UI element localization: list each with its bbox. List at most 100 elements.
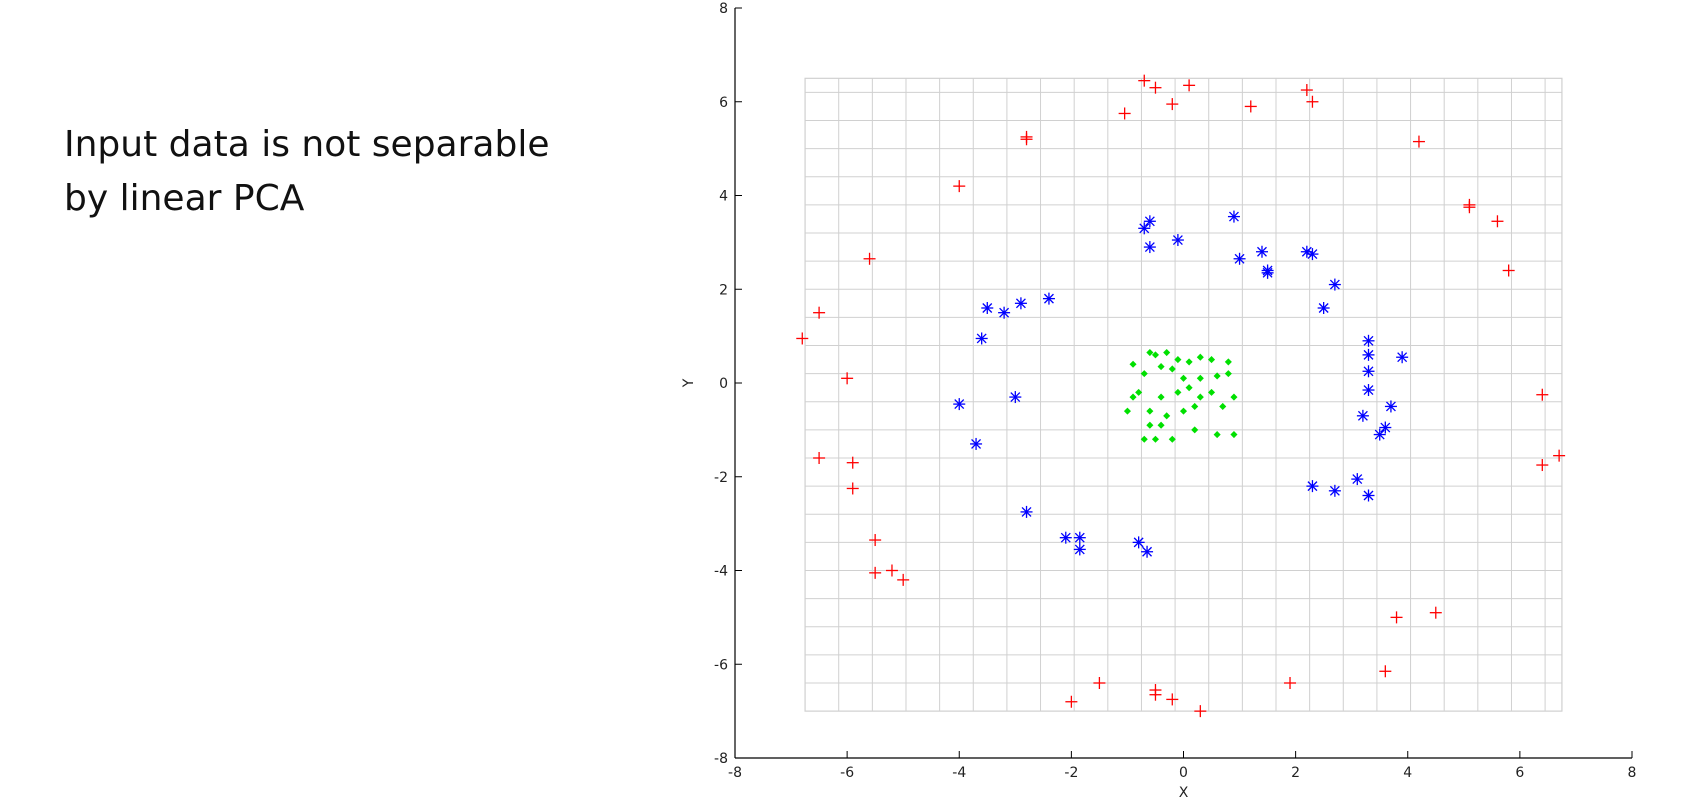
data-point-asterisk	[1261, 266, 1274, 279]
data-point-asterisk	[1059, 531, 1072, 544]
x-tick-label: -4	[952, 765, 966, 781]
asterisk-stroke	[1318, 303, 1329, 313]
grid	[804, 77, 1563, 712]
asterisk-stroke	[1307, 481, 1318, 492]
asterisk-stroke	[1301, 246, 1312, 257]
asterisk-stroke	[1397, 352, 1408, 363]
asterisk-stroke	[982, 303, 993, 313]
x-tick-label: 0	[1179, 765, 1188, 781]
asterisk-stroke	[1144, 216, 1155, 227]
data-point-dot	[1191, 402, 1199, 410]
y-tick-label: 8	[719, 1, 728, 17]
data-point-asterisk	[1143, 241, 1156, 254]
data-point-plus	[813, 452, 826, 464]
data-point-dot	[1163, 412, 1171, 420]
data-point-plus	[1306, 95, 1319, 108]
data-point-plus	[1553, 449, 1566, 462]
data-point-asterisk	[953, 398, 966, 411]
asterisk-stroke	[1307, 249, 1318, 260]
data-point-asterisk	[998, 306, 1011, 319]
data-point-plus	[1183, 79, 1196, 92]
data-point-asterisk	[1233, 252, 1246, 265]
data-point-plus	[1463, 201, 1476, 214]
asterisk-stroke	[1352, 474, 1363, 485]
data-point-plus	[1138, 74, 1151, 87]
data-point-asterisk	[1073, 531, 1086, 544]
asterisk-stroke	[1142, 546, 1153, 557]
asterisk-stroke	[954, 399, 965, 410]
asterisk-stroke	[976, 333, 987, 344]
data-point-plus	[813, 306, 826, 319]
data-point-asterisk	[975, 332, 988, 345]
data-point-plus	[1149, 81, 1162, 94]
slide-text: Input data is not separable by linear PC…	[64, 118, 584, 226]
asterisk-stroke	[1363, 335, 1374, 346]
slide-text-line-2: by linear PCA	[64, 178, 305, 219]
y-tick-label: 2	[719, 282, 728, 298]
data-point-asterisk	[1356, 409, 1369, 422]
data-point-asterisk	[970, 437, 983, 450]
asterisk-stroke	[1172, 235, 1183, 245]
y-tick-label: -8	[714, 751, 728, 767]
data-point-dot	[1224, 370, 1232, 378]
asterisk-stroke	[1139, 223, 1150, 234]
data-point-dot	[1191, 426, 1199, 434]
data-point-plus	[1390, 611, 1403, 624]
data-point-asterisk	[1362, 334, 1375, 347]
data-point-plus	[1491, 215, 1504, 228]
data-point-asterisk	[981, 302, 994, 314]
data-point-asterisk	[1362, 348, 1375, 361]
data-point-asterisk	[1171, 234, 1184, 247]
x-tick-label: 8	[1628, 765, 1637, 781]
data-point-dot	[1224, 358, 1232, 366]
data-point-plus	[869, 566, 882, 579]
data-point-asterisk	[1306, 248, 1319, 261]
data-point-asterisk	[1042, 292, 1055, 305]
asterisk-stroke	[1329, 279, 1340, 290]
data-point-dot	[1196, 393, 1204, 401]
data-point-plus	[1536, 388, 1549, 401]
data-point-asterisk	[1328, 278, 1341, 291]
data-point-dot	[1163, 348, 1171, 357]
data-point-asterisk	[1138, 222, 1151, 235]
data-point-plus	[846, 482, 859, 495]
data-point-asterisk	[1373, 428, 1386, 441]
data-point-asterisk	[1141, 545, 1154, 558]
asterisk-stroke	[1015, 298, 1026, 309]
series-asterisk	[953, 210, 1409, 558]
asterisk-stroke	[1133, 537, 1144, 548]
data-point-plus	[796, 332, 809, 345]
data-point-plus	[1020, 133, 1033, 146]
x-tick-label: -2	[1064, 765, 1078, 781]
data-point-dot	[1146, 407, 1154, 415]
data-point-dot	[1157, 421, 1165, 429]
asterisk-stroke	[1043, 293, 1054, 304]
y-tick-label: 0	[719, 376, 728, 392]
asterisk-stroke	[999, 307, 1010, 318]
data-point-plus	[1166, 98, 1179, 111]
series-dot	[1123, 348, 1238, 443]
asterisk-stroke	[1074, 532, 1085, 543]
data-point-plus	[863, 252, 876, 265]
series-plus	[796, 74, 1566, 718]
data-point-plus	[1502, 264, 1515, 277]
data-point-asterisk	[1227, 210, 1240, 223]
axes	[734, 7, 1633, 759]
data-point-plus	[1118, 107, 1131, 120]
asterisk-stroke	[1329, 485, 1340, 496]
data-point-dot	[1179, 374, 1188, 382]
asterisk-stroke	[971, 438, 982, 449]
data-point-plus	[1284, 677, 1297, 689]
x-tick-label: -6	[840, 765, 854, 781]
data-point-plus	[1093, 677, 1106, 689]
asterisk-stroke	[1074, 544, 1085, 555]
data-point-dot	[1151, 435, 1160, 443]
data-point-plus	[1429, 606, 1442, 619]
y-axis-label: Y	[681, 378, 697, 388]
grid-border	[804, 77, 1563, 712]
data-point-asterisk	[1362, 489, 1375, 502]
asterisk-stroke	[1363, 366, 1374, 377]
data-point-dot	[1230, 393, 1238, 401]
y-tick-label: 4	[719, 189, 728, 205]
data-point-plus	[1166, 693, 1179, 706]
